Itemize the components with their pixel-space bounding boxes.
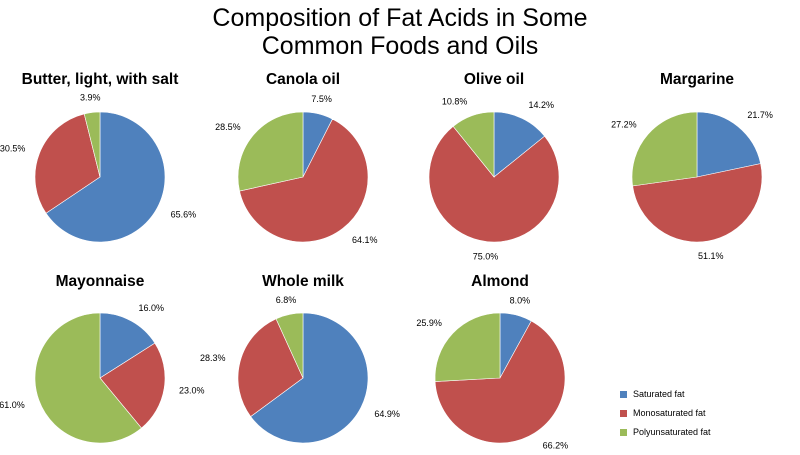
pie-slice-whole-milk-saturated: [250, 312, 369, 444]
pie-title-almond: Almond: [471, 273, 529, 290]
pie-title-butter-light-with-salt: Butter, light, with salt: [22, 71, 179, 88]
pie-title-whole-milk: Whole milk: [262, 273, 344, 290]
legend-label-monosaturated: Monosaturated fat: [633, 408, 706, 418]
pie-slice-almond-monosaturated: [434, 320, 566, 444]
legend: Saturated fat Monosaturated fat Polyunsa…: [620, 385, 711, 442]
pie-slice-butter-light-with-salt-saturated: [45, 111, 166, 243]
chart-title-line-1: Composition of Fat Acids in Some: [212, 4, 588, 32]
data-label-whole-milk-polyunsaturated: 6.8%: [276, 295, 297, 305]
pie-slice-butter-light-with-salt-polyunsaturated: [83, 111, 101, 178]
pie-slice-whole-milk-polyunsaturated: [275, 312, 304, 379]
data-label-almond-polyunsaturated: 25.9%: [416, 318, 442, 328]
chart-title-line-2: Common Foods and Oils: [261, 32, 539, 60]
data-label-mayonnaise-saturated: 16.0%: [139, 303, 165, 313]
pie-slice-whole-milk-monosaturated: [237, 318, 304, 417]
pie-slice-mayonnaise-monosaturated: [99, 342, 166, 429]
pie-slice-almond-polyunsaturated: [434, 312, 501, 382]
legend-swatch-saturated: [620, 390, 627, 398]
pie-slice-margarine-polyunsaturated: [631, 111, 698, 187]
data-label-mayonnaise-polyunsaturated: 61.0%: [0, 400, 25, 410]
pie-title-olive-oil: Olive oil: [464, 71, 524, 88]
legend-swatch-monosaturated: [620, 409, 627, 417]
pie-slice-mayonnaise-polyunsaturated: [34, 312, 142, 444]
data-label-olive-oil-polyunsaturated: 10.8%: [442, 97, 468, 107]
data-label-canola-oil-monosaturated: 64.1%: [352, 235, 378, 245]
data-label-butter-light-with-salt-monosaturated: 30.5%: [0, 143, 25, 153]
data-label-margarine-monosaturated: 51.1%: [698, 251, 724, 261]
pie-slice-margarine-saturated: [696, 111, 761, 178]
pie-slice-olive-oil-monosaturated: [428, 125, 560, 243]
data-label-olive-oil-saturated: 14.2%: [529, 100, 555, 110]
data-label-almond-monosaturated: 66.2%: [543, 441, 569, 451]
data-label-butter-light-with-salt-polyunsaturated: 3.9%: [80, 93, 101, 103]
data-label-mayonnaise-monosaturated: 23.0%: [179, 386, 205, 396]
data-label-canola-oil-polyunsaturated: 28.5%: [215, 122, 241, 132]
data-label-margarine-saturated: 21.7%: [747, 110, 773, 120]
pie-slice-canola-oil-polyunsaturated: [237, 111, 304, 192]
legend-label-saturated: Saturated fat: [633, 389, 685, 399]
pie-slice-mayonnaise-saturated: [99, 312, 156, 379]
data-label-whole-milk-monosaturated: 28.3%: [200, 353, 226, 363]
data-label-olive-oil-monosaturated: 75.0%: [473, 252, 499, 262]
data-label-canola-oil-saturated: 7.5%: [311, 94, 332, 104]
pie-slice-olive-oil-polyunsaturated: [452, 111, 495, 178]
data-label-almond-saturated: 8.0%: [510, 296, 531, 306]
pie-title-canola-oil: Canola oil: [266, 71, 340, 88]
pie-slice-olive-oil-saturated: [493, 111, 546, 178]
legend-item-monosaturated: Monosaturated fat: [620, 404, 711, 422]
pie-title-mayonnaise: Mayonnaise: [56, 273, 145, 290]
pie-slice-canola-oil-monosaturated: [239, 118, 369, 243]
legend-swatch-polyunsaturated: [620, 428, 627, 436]
data-label-margarine-polyunsaturated: 27.2%: [611, 119, 637, 129]
pie-title-margarine: Margarine: [660, 71, 734, 88]
legend-item-polyunsaturated: Polyunsaturated fat: [620, 423, 711, 441]
pie-slice-butter-light-with-salt-monosaturated: [34, 113, 101, 214]
data-label-whole-milk-saturated: 64.9%: [374, 409, 400, 419]
legend-item-saturated: Saturated fat: [620, 385, 711, 403]
pie-slice-margarine-monosaturated: [632, 163, 763, 243]
legend-label-polyunsaturated: Polyunsaturated fat: [633, 427, 711, 437]
data-label-butter-light-with-salt-saturated: 65.6%: [171, 210, 197, 220]
